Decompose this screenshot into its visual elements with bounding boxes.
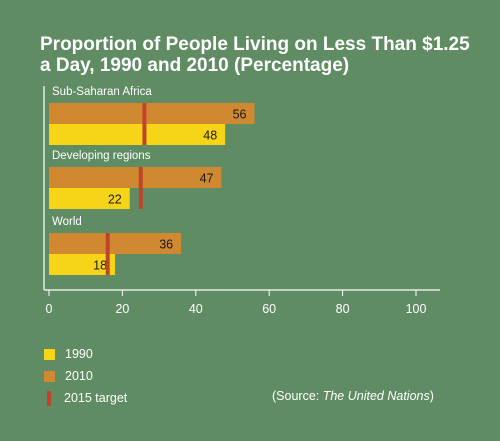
group-label-developing-regions: Developing regions	[52, 150, 151, 162]
bar-1990-developing-regions	[49, 188, 130, 209]
x-tick-label-0: 0	[46, 302, 53, 316]
x-tick-label-40: 40	[189, 302, 203, 316]
group-label-world: World	[52, 216, 82, 228]
legend-label-2010: 2010	[65, 369, 93, 383]
target-marker-world	[105, 233, 110, 275]
target-marker-sub-saharan-africa	[142, 103, 147, 145]
source-suffix: )	[429, 389, 434, 403]
value-label-2010-sub-saharan-africa: 56	[233, 108, 247, 122]
legend-swatch-target	[47, 390, 51, 406]
legend-swatch-1990	[44, 348, 55, 360]
legend-label-1990: 1990	[65, 347, 93, 361]
value-label-2010-world: 36	[159, 238, 173, 252]
bar-2010-world	[49, 233, 182, 254]
legend-swatch-2010	[44, 370, 55, 382]
legend-item-target: 2015 target	[44, 387, 127, 409]
target-marker-developing-regions	[138, 167, 143, 209]
legend-item-2010: 2010	[44, 365, 127, 387]
bar-2010-developing-regions	[49, 167, 222, 188]
legend: 1990 2010 2015 target	[44, 343, 127, 409]
source-name: The United Nations	[322, 389, 430, 403]
legend-item-1990: 1990	[44, 343, 127, 365]
value-label-2010-developing-regions: 47	[200, 172, 214, 186]
group-label-sub-saharan-africa: Sub-Saharan Africa	[52, 86, 152, 98]
chart-title: Proportion of People Living on Less Than…	[40, 34, 470, 76]
source-prefix: (Source:	[272, 389, 323, 403]
x-tick-label-60: 60	[262, 302, 276, 316]
bar-1990-world	[49, 254, 116, 275]
x-tick-label-20: 20	[115, 302, 129, 316]
bar-2010-sub-saharan-africa	[49, 103, 255, 124]
bar-1990-sub-saharan-africa	[49, 124, 226, 145]
legend-label-target: 2015 target	[64, 391, 128, 405]
x-tick-label-80: 80	[336, 302, 350, 316]
x-tick-label-100: 100	[406, 302, 427, 316]
value-label-1990-sub-saharan-africa: 48	[203, 129, 217, 143]
source-note: (Source: The United Nations)	[272, 389, 434, 403]
value-label-1990-developing-regions: 22	[108, 193, 122, 207]
value-label-1990-world: 18	[93, 259, 107, 273]
